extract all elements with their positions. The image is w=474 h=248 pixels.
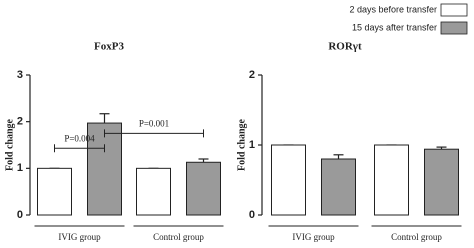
- x-tick-label: Control group: [153, 232, 204, 242]
- y-tick-label: 0: [17, 209, 23, 221]
- y-axis-label: Fold change: [236, 118, 247, 171]
- legend-label: 2 days before transfer: [349, 4, 437, 14]
- y-tick-label: 1: [249, 139, 255, 151]
- y-tick-label: 2: [249, 69, 255, 81]
- bar: [424, 148, 459, 216]
- bar: [186, 161, 221, 216]
- x-tick-label: IVIG group: [58, 232, 101, 242]
- bar: [87, 122, 122, 216]
- bar: [374, 144, 409, 216]
- legend-swatch: [440, 3, 468, 17]
- y-tick-label: 1: [17, 162, 23, 174]
- legend-label: 15 days after transfer: [352, 22, 437, 32]
- chart-title: FoxP3: [94, 41, 124, 53]
- y-axis-label: Fold change: [4, 118, 15, 171]
- bar: [321, 158, 356, 216]
- y-tick-label: 3: [17, 69, 23, 81]
- y-tick-label: 2: [17, 116, 23, 128]
- y-tick-label: 0: [249, 209, 255, 221]
- p-value: P=0.001: [139, 118, 169, 128]
- bar: [271, 144, 306, 216]
- bar: [37, 167, 72, 216]
- p-value: P=0.004: [64, 133, 95, 143]
- bar: [136, 167, 171, 216]
- legend-swatch: [440, 21, 468, 35]
- x-tick-label: IVIG group: [292, 232, 335, 242]
- x-tick-label: Control group: [391, 232, 442, 242]
- chart-title: RORγt: [328, 41, 362, 53]
